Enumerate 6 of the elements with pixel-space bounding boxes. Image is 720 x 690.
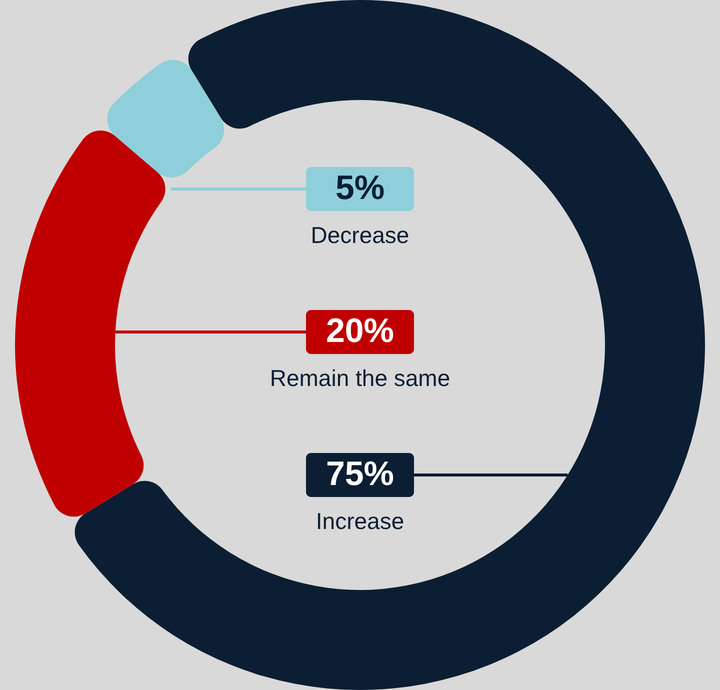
legend-label: Increase (316, 508, 404, 534)
data-label: 75% (326, 455, 394, 493)
legend-label: Remain the same (270, 365, 450, 391)
data-label: 5% (335, 169, 385, 207)
data-label: 20% (326, 312, 394, 350)
legend-label: Decrease (310, 222, 410, 248)
